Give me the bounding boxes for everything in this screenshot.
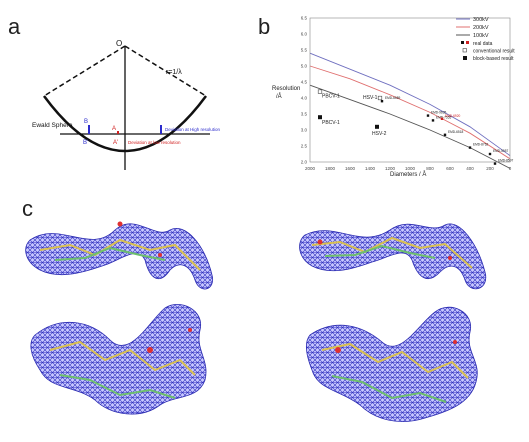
data-point-label: EMD-7555 — [436, 115, 451, 119]
legend-real-data: real data — [473, 41, 493, 47]
legend-block-based: block-based result — [473, 56, 514, 62]
density-map-top-left — [25, 221, 214, 290]
data-point-block — [318, 115, 322, 120]
atom-marker — [453, 340, 457, 344]
data-point-label: PBCV-1 — [322, 94, 340, 100]
y-tick-label: 6.0 — [301, 32, 308, 37]
data-point-label: EMD-5957 — [493, 149, 508, 153]
data-point-real — [468, 146, 472, 149]
x-tick-label: 600 — [446, 166, 454, 171]
y-tick-label: 2.5 — [301, 144, 308, 149]
resolution-diameter-chart: PBCV-1PBCV-1HSV-1HSV-2EMD-6559EMD-9635EM… — [272, 16, 515, 179]
data-point-real — [380, 100, 384, 103]
y-tick-label: 3.0 — [301, 128, 308, 133]
label-ewald-sphere: Ewald Sphere — [32, 122, 73, 129]
data-point-label: HSV-2 — [372, 131, 387, 137]
atom-marker — [117, 221, 123, 227]
atom-marker — [147, 347, 153, 353]
label-A: A — [112, 126, 116, 132]
data-point-label: EMD-6559 — [385, 96, 400, 100]
atom-marker — [158, 253, 162, 257]
legend-swatch-real — [461, 41, 464, 44]
chart-axes — [309, 17, 511, 163]
series-line-300kv — [309, 52, 511, 156]
x-tick-label: 1800 — [325, 166, 336, 171]
legend-swatch-conventional — [462, 48, 467, 53]
label-origin: O — [116, 39, 122, 48]
chart-xlabel: Diameters / Å — [390, 171, 426, 178]
label-A-prime: A' — [113, 140, 118, 146]
data-point-label: EMD-6518 — [448, 130, 463, 134]
x-tick-label: 2000 — [305, 166, 316, 171]
x-tick-label: 0 — [509, 166, 512, 171]
data-point-real — [426, 114, 430, 117]
data-point-real — [493, 162, 497, 165]
chart-ylabel: Resolution — [272, 86, 300, 92]
atom-marker — [448, 256, 452, 260]
label-B: B — [84, 119, 88, 125]
data-point-label: EMD-6920 — [445, 114, 460, 118]
legend-swatch-real-2 — [466, 41, 469, 44]
data-point-label: PBCV-1 — [322, 120, 340, 126]
atom-marker — [335, 347, 341, 353]
density-map-bottom-left — [30, 304, 207, 415]
radius-left — [43, 45, 126, 97]
atom-marker — [317, 239, 323, 245]
x-tick-label: 1000 — [405, 166, 416, 171]
ewald-sphere-diagram: O r=1/λ Ewald Sphere B B' A A' Deviation… — [32, 39, 221, 170]
y-tick-label: 6.5 — [301, 16, 308, 21]
data-point-label: HSV-1 — [363, 95, 378, 101]
label-high-res: Deviation at High resolution — [165, 127, 221, 132]
chart-ylabel-unit: /Å — [276, 93, 282, 100]
x-tick-label: 1200 — [385, 166, 396, 171]
x-tick-label: 800 — [426, 166, 434, 171]
x-tick-label: 1600 — [345, 166, 356, 171]
x-tick-label: 1400 — [365, 166, 376, 171]
data-point-label: EMD-9635 — [431, 111, 446, 115]
label-B-prime: B' — [83, 140, 88, 146]
panel-letter-a: a — [8, 14, 21, 39]
data-point-conventional — [377, 95, 383, 101]
legend-conventional: conventional result — [473, 49, 515, 55]
data-point-real — [443, 133, 447, 136]
legend-swatch-block — [463, 56, 467, 60]
legend-100kv: 100kV — [473, 33, 489, 39]
legend-300kv: 300kV — [473, 17, 489, 23]
x-tick-label: 200 — [486, 166, 494, 171]
x-tick-label: 400 — [466, 166, 474, 171]
data-point-block — [375, 124, 379, 129]
y-tick-label: 5.0 — [301, 64, 308, 69]
density-map-bottom-right — [306, 306, 478, 422]
density-map-top-right — [299, 223, 487, 290]
data-point-real — [431, 119, 435, 122]
atom-marker — [188, 328, 192, 332]
data-point-label: EMD-8597 — [498, 159, 513, 163]
y-tick-label: 2.0 — [301, 160, 308, 165]
y-tick-label: 5.5 — [301, 48, 308, 53]
data-point-label: EMD-8762 — [473, 143, 488, 147]
data-point-conventional — [317, 89, 323, 94]
label-radius: r=1/λ — [166, 69, 182, 76]
panel-letter-b: b — [258, 14, 271, 39]
label-low-res: Deviation at low resolution — [128, 140, 181, 145]
data-point-real — [488, 152, 492, 156]
legend-200kv: 200kV — [473, 25, 489, 31]
data-point-real — [440, 117, 444, 120]
series-line-200kv — [309, 65, 511, 160]
y-tick-label: 3.5 — [301, 112, 308, 117]
density-map-renderings — [25, 221, 487, 422]
panel-letter-c: c — [22, 196, 33, 221]
chart-legend: 300kV 200kV 100kV real data conventional… — [456, 17, 515, 62]
y-tick-label: 4.0 — [301, 96, 308, 101]
y-tick-label: 4.5 — [301, 80, 308, 85]
series-line-100kv — [309, 84, 511, 169]
